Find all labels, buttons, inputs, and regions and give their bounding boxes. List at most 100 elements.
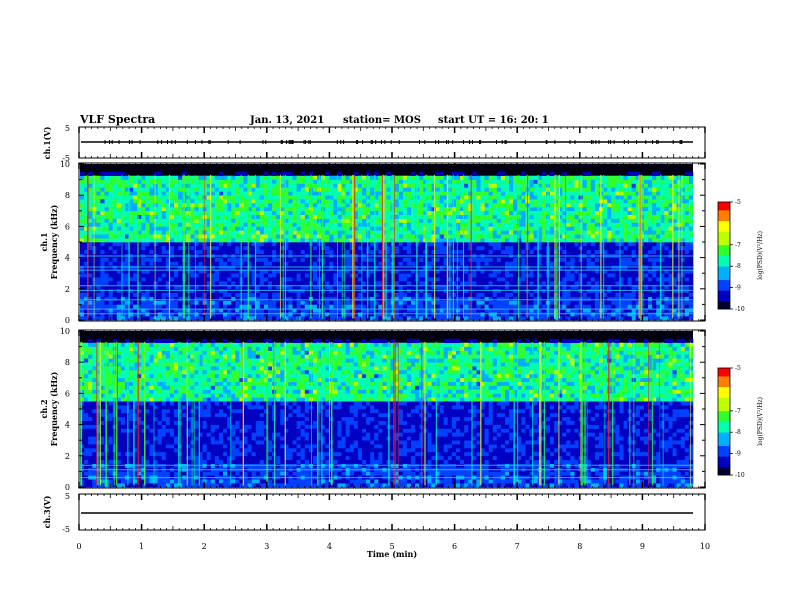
spectrogram-cell bbox=[529, 269, 534, 274]
spectrogram-cell bbox=[84, 230, 89, 235]
spectrogram-cell bbox=[529, 218, 534, 223]
spectrogram-cell bbox=[361, 218, 367, 223]
spectrogram-cell bbox=[178, 269, 183, 274]
spectrogram-cell bbox=[202, 261, 207, 266]
spectrogram-cell bbox=[84, 292, 89, 297]
spectrogram-cell bbox=[382, 234, 387, 239]
spectrogram-cell bbox=[500, 203, 506, 208]
spectrogram-cell bbox=[100, 273, 105, 278]
spectrogram-cell bbox=[296, 203, 301, 208]
spectrogram-cell bbox=[312, 257, 318, 262]
spectrogram-cell bbox=[321, 312, 326, 317]
spectrogram-cell bbox=[472, 171, 477, 176]
spectrogram-cell bbox=[137, 203, 142, 208]
spectrogram-cell bbox=[112, 312, 118, 317]
spectrogram-cell bbox=[341, 269, 346, 274]
spectrogram-cell bbox=[272, 257, 277, 262]
spectrogram-cell bbox=[96, 175, 101, 180]
spectrogram-cell bbox=[116, 206, 122, 212]
spectrogram-cell bbox=[521, 316, 526, 321]
spectrogram-cell bbox=[165, 230, 171, 235]
spectrogram-cell bbox=[402, 245, 408, 251]
spectrogram-cell bbox=[235, 292, 240, 297]
spectrogram-cell bbox=[406, 284, 412, 290]
spectrogram-cell bbox=[137, 195, 142, 200]
spectrogram-cell bbox=[603, 187, 608, 192]
spectrogram-cell bbox=[116, 292, 122, 297]
spectrogram-cell bbox=[218, 312, 224, 317]
spectrogram-cell bbox=[517, 210, 522, 215]
spectrogram-cell bbox=[549, 187, 555, 192]
spectrogram-cell bbox=[223, 175, 228, 180]
spectrogram-cell bbox=[594, 199, 600, 204]
spectrogram-cell bbox=[247, 281, 252, 286]
spectrogram-cell bbox=[280, 210, 285, 215]
spectrogram-cell bbox=[124, 179, 130, 184]
spectrogram-cell bbox=[607, 206, 612, 212]
spectrogram-cell bbox=[566, 316, 571, 321]
spectrogram-cell bbox=[190, 183, 195, 188]
spectrogram-cell bbox=[255, 273, 261, 278]
spectrogram-cell bbox=[288, 300, 293, 305]
spectrogram-cell bbox=[394, 175, 400, 180]
spectrogram-cell bbox=[492, 222, 498, 227]
spectrogram-cell bbox=[133, 316, 138, 321]
spectrogram-cell bbox=[96, 234, 101, 239]
spectrogram-cell bbox=[451, 226, 457, 231]
spectrogram-cell bbox=[574, 281, 579, 286]
spectrogram-cell bbox=[541, 222, 547, 227]
spectrogram-cell bbox=[427, 226, 432, 231]
spectrogram-cell bbox=[116, 273, 122, 278]
spectrogram-cell bbox=[145, 308, 150, 313]
spectrogram-cell bbox=[133, 249, 138, 254]
spectrogram-cell bbox=[120, 238, 126, 243]
spectrogram-cell bbox=[607, 304, 612, 309]
spectrogram-cell bbox=[357, 226, 363, 231]
spectrogram-cell bbox=[427, 249, 432, 254]
spectrogram-cell bbox=[145, 292, 150, 297]
spectrogram-cell bbox=[272, 222, 277, 227]
spectrogram-cell bbox=[129, 277, 134, 282]
spectrogram-cell bbox=[394, 238, 400, 243]
spectrogram-cell bbox=[227, 187, 232, 192]
spectrogram-cell bbox=[406, 269, 412, 274]
spectrogram-cell bbox=[382, 206, 387, 212]
spectrogram-cell bbox=[292, 183, 297, 188]
spectrogram-cell bbox=[345, 245, 351, 251]
spectrogram-cell bbox=[284, 183, 289, 188]
spectrogram-cell bbox=[165, 245, 171, 251]
spectrogram-cell bbox=[218, 284, 224, 290]
spectrogram-cell bbox=[120, 277, 126, 282]
spectrogram-cell bbox=[112, 277, 118, 282]
spectrogram-cell bbox=[108, 218, 113, 223]
spectrogram-cell bbox=[235, 238, 240, 243]
spectrogram-cell bbox=[341, 273, 346, 278]
spectrogram-cell bbox=[386, 249, 391, 254]
spectrogram-cell bbox=[582, 277, 588, 282]
spectrogram-cell bbox=[349, 277, 355, 282]
spectrogram-cell bbox=[292, 245, 297, 251]
spectrogram-cell bbox=[243, 277, 248, 282]
spectrogram-cell bbox=[455, 284, 461, 290]
spectrogram-cell bbox=[611, 312, 616, 317]
spectrogram-cell bbox=[267, 179, 273, 184]
spectrogram-cell bbox=[141, 261, 146, 266]
spectrogram-cell bbox=[153, 245, 158, 251]
spectrogram-cell bbox=[149, 242, 154, 247]
spectrogram-cell bbox=[321, 210, 326, 215]
spectrogram-cell bbox=[231, 316, 236, 321]
spectrogram-cell bbox=[406, 206, 412, 212]
spectrogram-cell bbox=[484, 292, 489, 297]
spectrogram-cell bbox=[615, 312, 620, 317]
spectrogram-cell bbox=[611, 257, 616, 262]
spectrogram-cell bbox=[537, 199, 543, 204]
spectrogram-cell bbox=[218, 308, 224, 313]
spectrogram-cell bbox=[120, 210, 126, 215]
spectrogram-cell bbox=[124, 175, 130, 180]
spectrogram-cell bbox=[349, 296, 355, 301]
spectrogram-cell bbox=[566, 226, 571, 231]
spectrogram-cell bbox=[227, 257, 232, 262]
spectrogram-cell bbox=[570, 249, 575, 254]
spectrogram-cell bbox=[378, 234, 383, 239]
spectrogram-cell bbox=[357, 179, 363, 184]
